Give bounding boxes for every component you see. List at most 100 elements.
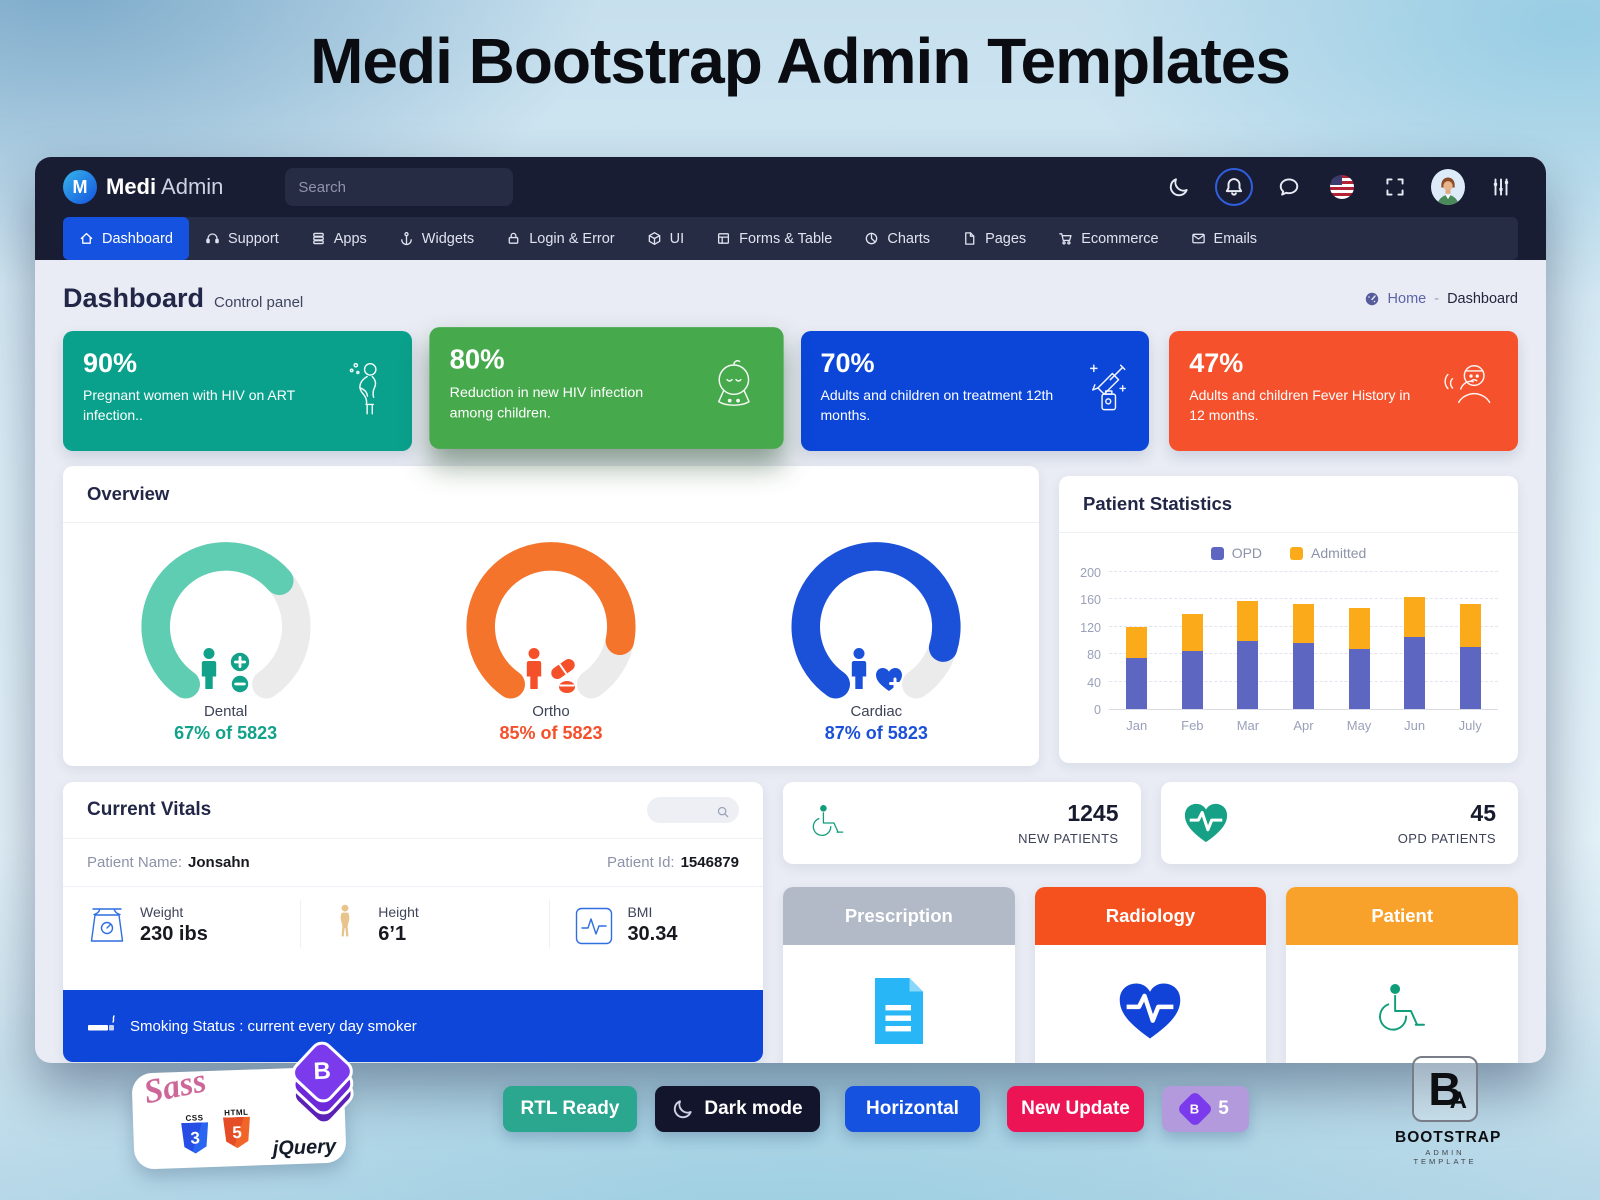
side-stats-row: 1245 NEW PATIENTS 45 OPD PATIENTS (783, 782, 1518, 864)
bar-feb (1181, 613, 1203, 709)
menu-item-ecommerce[interactable]: Ecommerce (1042, 217, 1174, 260)
smoking-status-banner: Smoking Status : current every day smoke… (63, 990, 763, 1062)
bar-jan (1126, 626, 1148, 709)
menu-item-emails[interactable]: Emails (1175, 217, 1274, 260)
y-tick-label: 160 (1080, 593, 1101, 608)
badge-label: Dark mode (704, 1098, 803, 1119)
gauge-value: 87% of 5823 (824, 723, 928, 743)
stat-card-description: Reduction in new HIV infection among chi… (449, 383, 643, 421)
bootstrap-diamond-icon: B (1176, 1090, 1214, 1128)
menu-item-apps[interactable]: Apps (295, 217, 383, 260)
bar-segment-opd (1237, 640, 1259, 709)
gauge-label: Cardiac (850, 703, 903, 720)
bar-apr (1292, 604, 1314, 709)
metric-label: BMI (627, 904, 653, 920)
chart-legend: OPD Admitted (1059, 545, 1518, 561)
vitals-search[interactable] (647, 797, 739, 823)
x-tick-label: July (1458, 718, 1482, 733)
current-vitals-panel: Current Vitals Patient Name: Jonsahn Pat… (63, 782, 763, 1062)
metric-text: Height 6’1 (378, 904, 418, 948)
radiology-button[interactable]: Radiology (1034, 887, 1267, 945)
clipboard-icon (716, 231, 731, 246)
badge-label: New Update (1021, 1098, 1130, 1119)
prescription-button[interactable]: Prescription (783, 887, 1015, 945)
apps-icon (311, 231, 326, 246)
patient-id-value: 1546879 (680, 854, 739, 871)
menu-item-label: Dashboard (102, 230, 173, 247)
metric-text: Weight 230 ibs (140, 904, 208, 948)
gauge-arc (781, 541, 971, 701)
mini-cards-row: Prescription Radiology Patient (783, 887, 1518, 1063)
stat-new-patients: 1245 NEW PATIENTS (783, 782, 1141, 864)
card-prescription: Prescription (783, 887, 1015, 1063)
menu-item-forms-table[interactable]: Forms & Table (700, 217, 848, 260)
card-radiology: Radiology (1034, 887, 1267, 1063)
logo-m-icon: M (63, 170, 97, 204)
bar-segment-opd (1404, 637, 1426, 709)
card-patient: Patient (1286, 887, 1518, 1063)
bar-segment-admitted (1348, 608, 1370, 650)
x-tick-label: Apr (1293, 718, 1314, 733)
cube-icon (647, 231, 662, 246)
page-header: Dashboard Control panel Home - Dashboard (63, 283, 1518, 314)
y-tick-label: 0 (1094, 703, 1101, 717)
chart-y-axis: 0 40 80 120 160 200 (1073, 566, 1109, 717)
breadcrumb: Home - Dashboard (1364, 291, 1518, 307)
y-tick-label: 40 (1087, 675, 1101, 690)
menu-item-label: Apps (333, 230, 367, 247)
stat-card-percent: 90% (83, 348, 138, 378)
pie-icon (864, 231, 879, 246)
messages-icon[interactable] (1272, 170, 1306, 204)
metric-weight: Weight 230 ibs (63, 900, 300, 948)
x-tick-label: Mar (1236, 718, 1260, 733)
search-box[interactable] (285, 168, 520, 207)
topbar: M Medi Admin Dashboard Support Apps Widgets… (35, 157, 1546, 260)
stat-label: NEW PATIENTS (1018, 831, 1119, 846)
stat-text: 45 OPD PATIENTS (1398, 800, 1496, 846)
footer-badges: Sass CSS 3 HTML 5 jQuery B RTL Ready Dark… (0, 1036, 1600, 1200)
patient-button[interactable]: Patient (1286, 887, 1518, 945)
patient-statistics-title: Patient Statistics (1059, 476, 1518, 533)
bar-segment-opd (1181, 650, 1203, 709)
fullscreen-icon[interactable] (1378, 170, 1412, 204)
menu-item-ui[interactable]: UI (631, 217, 701, 260)
app-logo[interactable]: M Medi Admin (63, 170, 223, 204)
metric-value: 30.34 (627, 923, 678, 945)
patient-info-row: Patient Name: Jonsahn Patient Id: 154687… (63, 839, 763, 887)
legend-label: Admitted (1311, 545, 1367, 561)
tech-sticker: Sass CSS 3 HTML 5 jQuery B (131, 1036, 359, 1170)
notifications-icon[interactable] (1215, 168, 1253, 206)
gridline (1109, 571, 1498, 572)
profile-button[interactable] (1431, 169, 1465, 205)
patient-id-label: Patient Id: (607, 854, 675, 871)
patient-name-label: Patient Name: (87, 854, 183, 871)
css3-logo: CSS 3 (181, 1113, 209, 1154)
language-icon[interactable] (1325, 170, 1359, 204)
dark-mode-icon[interactable] (1162, 170, 1196, 204)
legend-item-admitted: Admitted (1290, 545, 1366, 561)
metric-height: Height 6’1 (300, 900, 549, 948)
vitals-metrics: Weight 230 ibs Height 6’1 BMI 30.34 (63, 887, 763, 948)
menu-item-pages[interactable]: Pages (946, 217, 1042, 260)
search-input[interactable] (298, 178, 498, 196)
menu-item-charts[interactable]: Charts (848, 217, 946, 260)
settings-icon[interactable] (1484, 170, 1518, 204)
menu-item-widgets[interactable]: Widgets (383, 217, 490, 260)
x-tick-label: Jan (1126, 718, 1148, 733)
dashboard-gauge-icon (1364, 291, 1380, 307)
metric-text: BMI 30.34 (627, 904, 677, 948)
y-tick-label: 80 (1087, 648, 1101, 663)
gauge-ortho: Ortho 85% of 5823 (446, 541, 656, 744)
cigarette-icon (87, 1015, 117, 1037)
heart-pulse-icon (1117, 975, 1183, 1052)
breadcrumb-home-link[interactable]: Home (1387, 291, 1427, 307)
menu-item-dashboard[interactable]: Dashboard (63, 217, 189, 260)
moon-icon (672, 1098, 694, 1120)
metric-label: Height (378, 904, 419, 920)
menu-item-login-error[interactable]: Login & Error (490, 217, 630, 260)
metric-bmi: BMI 30.34 (549, 900, 763, 948)
menu-item-support[interactable]: Support (189, 217, 295, 260)
menu-item-label: Widgets (421, 230, 475, 247)
stat-card-70%: 70% Adults and children on treatment 12th… (800, 331, 1150, 451)
